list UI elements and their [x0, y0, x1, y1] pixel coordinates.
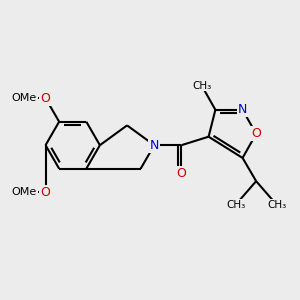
Text: OMe: OMe [12, 187, 37, 197]
Text: O: O [251, 128, 261, 140]
Text: N: N [150, 139, 159, 152]
Text: CH₃: CH₃ [267, 200, 286, 210]
Text: O: O [176, 167, 186, 180]
Text: OMe: OMe [12, 93, 37, 103]
Text: N: N [238, 103, 247, 116]
Text: O: O [40, 186, 50, 199]
Text: CH₃: CH₃ [226, 200, 245, 210]
Text: O: O [40, 92, 50, 105]
Text: CH₃: CH₃ [192, 81, 212, 91]
